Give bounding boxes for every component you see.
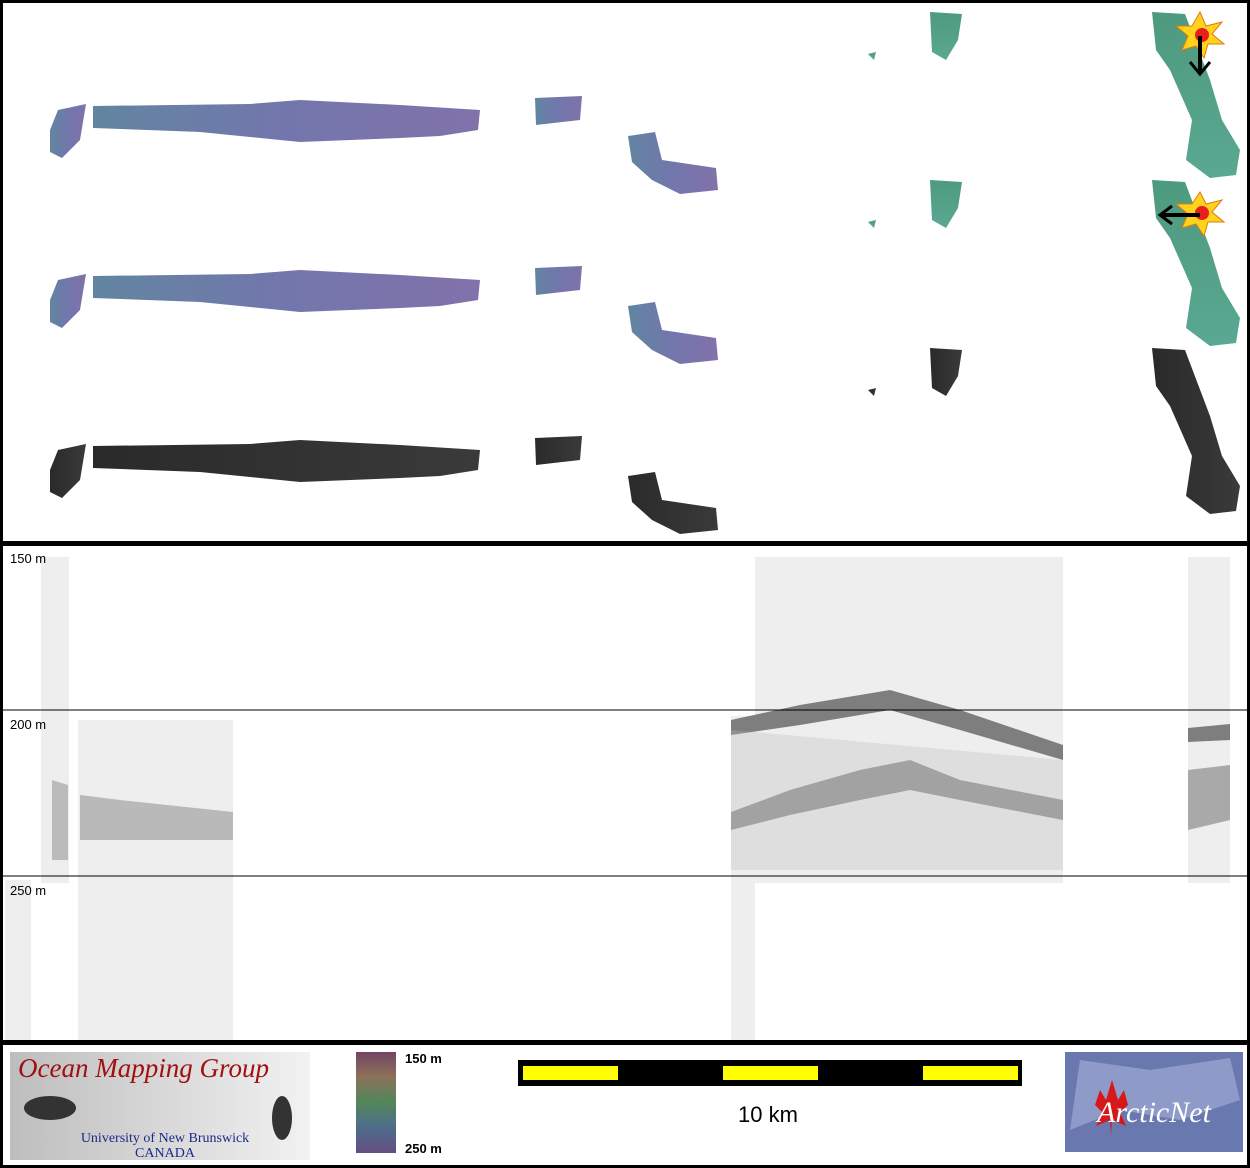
logo-title: Ocean Mapping Group	[18, 1053, 269, 1083]
colorbar: 150 m 250 m	[356, 1051, 442, 1156]
depth-profile: 150 m 200 m 250 m	[0, 551, 1250, 1040]
logo-text: University of New Brunswick	[81, 1131, 249, 1146]
omg-logo: Ocean Mapping Group University of New Br…	[10, 1052, 310, 1161]
scale-label: 10 km	[738, 1102, 798, 1127]
divider	[0, 1040, 1250, 1045]
arcticnet-logo: ArcticNet	[1065, 1052, 1243, 1152]
divider	[0, 541, 1250, 546]
logo-text: CANADA	[135, 1146, 196, 1161]
scale-bar: 10 km	[518, 1060, 1022, 1127]
swath-map	[50, 10, 1240, 534]
sun-icon	[1174, 10, 1226, 77]
colorbar-label: 250 m	[405, 1141, 442, 1156]
colorbar-label: 150 m	[405, 1051, 442, 1066]
depth-label: 250 m	[10, 883, 46, 898]
depth-label: 200 m	[10, 717, 46, 732]
sun-icon	[1157, 191, 1226, 238]
logo-text: ArcticNet	[1095, 1096, 1212, 1129]
depth-label: 150 m	[10, 551, 46, 566]
